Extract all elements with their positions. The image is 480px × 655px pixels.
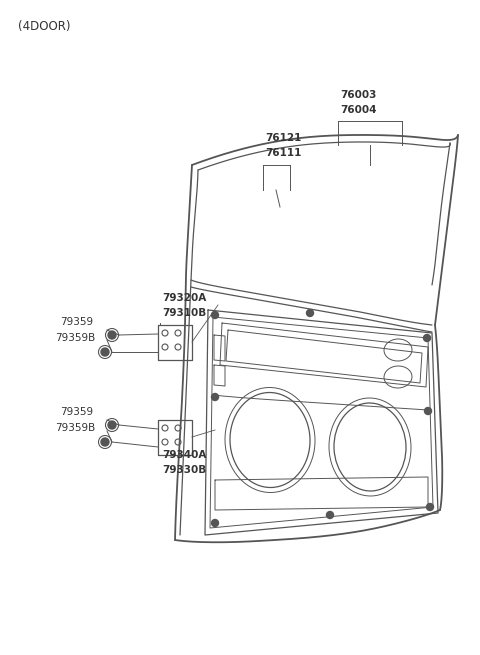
- Text: 76003: 76003: [340, 90, 376, 100]
- Text: 76004: 76004: [340, 105, 376, 115]
- Text: 79310B: 79310B: [162, 308, 206, 318]
- Circle shape: [108, 421, 116, 429]
- Circle shape: [101, 438, 109, 446]
- Text: 79330B: 79330B: [162, 465, 206, 475]
- Text: 79359B: 79359B: [55, 423, 95, 433]
- Text: 79340A: 79340A: [162, 450, 206, 460]
- Text: 79359: 79359: [60, 407, 93, 417]
- Circle shape: [212, 519, 218, 527]
- Circle shape: [424, 407, 432, 415]
- Circle shape: [101, 348, 109, 356]
- Text: 76121: 76121: [265, 133, 301, 143]
- Circle shape: [212, 312, 218, 318]
- Circle shape: [423, 335, 431, 341]
- Circle shape: [326, 512, 334, 519]
- Circle shape: [108, 331, 116, 339]
- Text: 76111: 76111: [265, 148, 301, 158]
- Text: 79359: 79359: [60, 317, 93, 327]
- Circle shape: [427, 504, 433, 510]
- Circle shape: [212, 394, 218, 400]
- Text: 79320A: 79320A: [162, 293, 206, 303]
- Text: (4DOOR): (4DOOR): [18, 20, 71, 33]
- Text: 79359B: 79359B: [55, 333, 95, 343]
- Circle shape: [307, 310, 313, 316]
